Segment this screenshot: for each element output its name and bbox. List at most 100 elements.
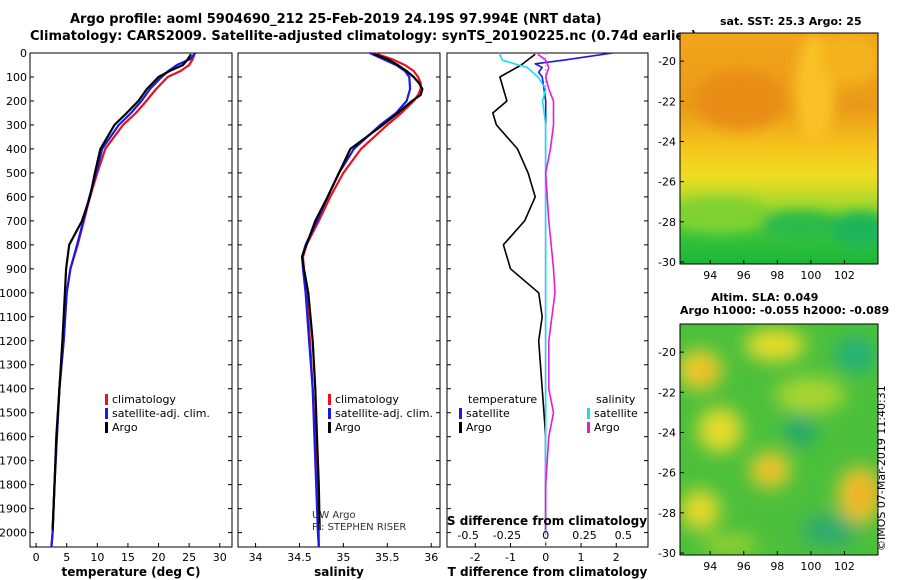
diff-legend-temperature-swatch bbox=[459, 422, 462, 433]
depth-tick-label: 800 bbox=[6, 239, 27, 252]
sst-map-title: sat. SST: 25.3 Argo: 25 bbox=[720, 15, 862, 28]
temperature-legend-swatch bbox=[105, 408, 108, 419]
depth-tick-label: 400 bbox=[6, 143, 27, 156]
map-lon-label: 100 bbox=[800, 560, 821, 573]
differences-series-salinity-satellite bbox=[498, 52, 547, 533]
copyright-credit: ©IMOS 07-Mar-2019 11:40:31 bbox=[875, 385, 888, 551]
x-tick-label: 20 bbox=[152, 551, 166, 564]
salinity-legend-label: climatology bbox=[335, 393, 399, 406]
map-lon-label: 96 bbox=[737, 269, 751, 282]
float-credit-line: UW Argo bbox=[312, 510, 356, 521]
salinity-legend-label: Argo bbox=[335, 421, 361, 434]
map-lon-label: 102 bbox=[834, 269, 855, 282]
s-difference-tick-label: -0.25 bbox=[493, 529, 521, 542]
map-lat-label: -30 bbox=[658, 256, 676, 269]
figure-title-line-1: Argo profile: aoml 5904690_212 25-Feb-20… bbox=[70, 12, 602, 27]
temperature-legend-swatch bbox=[105, 394, 108, 405]
temperature-legend-label: Argo bbox=[112, 421, 138, 434]
differences-x-axis-label: T difference from climatology bbox=[448, 565, 648, 579]
map-lon-label: 98 bbox=[770, 560, 784, 573]
sla-map-title-line-1: Altim. SLA: 0.049 bbox=[711, 291, 819, 304]
depth-tick-label: 2000 bbox=[0, 527, 27, 540]
temperature-legend-label: climatology bbox=[112, 393, 176, 406]
s-difference-tick-label: 0.25 bbox=[572, 529, 597, 542]
x-tick-label: 1 bbox=[578, 551, 585, 564]
x-tick-label: 25 bbox=[182, 551, 196, 564]
diff-legend-temperature-title: temperature bbox=[468, 393, 537, 406]
map-lon-label: 100 bbox=[800, 269, 821, 282]
differences-series-temperature-argo bbox=[492, 53, 547, 531]
map-lat-label: -28 bbox=[658, 507, 676, 520]
s-difference-tick-label: 0.5 bbox=[615, 529, 633, 542]
depth-tick-label: 500 bbox=[6, 167, 27, 180]
temperature-series-argo bbox=[51, 53, 192, 531]
x-tick-label: 15 bbox=[121, 551, 135, 564]
map-lon-label: 98 bbox=[770, 269, 784, 282]
map-lon-label: 94 bbox=[703, 560, 717, 573]
map-lat-label: -20 bbox=[658, 55, 676, 68]
map-lat-label: -26 bbox=[658, 176, 676, 189]
diff-legend-salinity-title: salinity bbox=[596, 393, 636, 406]
temperature-legend-label: satellite-adj. clim. bbox=[112, 407, 210, 420]
differences-plot-frame bbox=[446, 52, 649, 548]
x-tick-label: -1 bbox=[505, 551, 516, 564]
salinity-plot-frame bbox=[237, 52, 441, 548]
depth-tick-label: 1000 bbox=[0, 287, 27, 300]
diff-legend-temperature-label: satellite bbox=[466, 407, 510, 420]
depth-tick-label: 600 bbox=[6, 191, 27, 204]
x-tick-label: 35.5 bbox=[375, 551, 400, 564]
depth-tick-label: 1500 bbox=[0, 407, 27, 420]
diff-legend-salinity-swatch bbox=[587, 422, 590, 433]
temperature-plot-frame bbox=[29, 52, 233, 548]
x-tick-label: 34 bbox=[249, 551, 263, 564]
figure-title-line-2: Climatology: CARS2009. Satellite-adjuste… bbox=[30, 29, 697, 44]
x-tick-label: 5 bbox=[63, 551, 70, 564]
map-lon-label: 94 bbox=[703, 269, 717, 282]
map-lon-label: 96 bbox=[737, 560, 751, 573]
x-tick-label: 0 bbox=[542, 551, 549, 564]
diff-legend-salinity-label: satellite bbox=[594, 407, 638, 420]
map-lat-label: -24 bbox=[658, 426, 676, 439]
salinity-panel: 34 34.5 35 35.5 36 salinity climatologysatelli… bbox=[237, 51, 441, 579]
map-lat-label: -22 bbox=[658, 95, 676, 108]
x-tick-label: 35 bbox=[336, 551, 350, 564]
sla-map-title-line-2: Argo h1000: -0.055 h2000: -0.089 bbox=[680, 304, 890, 317]
s-difference-axis-label: S difference from climatology bbox=[447, 514, 647, 528]
sst-map: -20 -22 -24 -26 -28 -30 94 96 98 100 102 bbox=[658, 32, 879, 282]
depth-tick-label: 1100 bbox=[0, 311, 27, 324]
map-lat-label: -22 bbox=[658, 386, 676, 399]
map-lat-label: -28 bbox=[658, 216, 676, 229]
depth-tick-label: 300 bbox=[6, 119, 27, 132]
depth-tick-label: 1300 bbox=[0, 359, 27, 372]
depth-tick-label: 1900 bbox=[0, 503, 27, 516]
depth-tick-label: 1800 bbox=[0, 479, 27, 492]
x-tick-label: 34.5 bbox=[287, 551, 312, 564]
salinity-legend-label: satellite-adj. clim. bbox=[335, 407, 433, 420]
map-lon-label: 102 bbox=[834, 560, 855, 573]
salinity-legend-swatch bbox=[328, 394, 331, 405]
depth-tick-label: 200 bbox=[6, 95, 27, 108]
x-tick-label: 2 bbox=[613, 551, 620, 564]
sla-map-axes: -20 -22 -24 -26 -28 -30 94 96 98 100 102 bbox=[658, 346, 855, 573]
diff-legend-temperature-swatch bbox=[459, 408, 462, 419]
depth-tick-label: 1400 bbox=[0, 383, 27, 396]
depth-tick-label: 1700 bbox=[0, 455, 27, 468]
salinity-legend-swatch bbox=[328, 422, 331, 433]
temperature-x-axis-label: temperature (deg C) bbox=[62, 565, 201, 579]
diff-legend-temperature-label: Argo bbox=[466, 421, 492, 434]
map-lat-label: -24 bbox=[658, 135, 676, 148]
salinity-series-argo bbox=[301, 53, 424, 531]
map-lat-label: -26 bbox=[658, 467, 676, 480]
difference-panel: -2 -1 0 1 2T difference from climatology temp… bbox=[446, 52, 649, 579]
salinity-legend-swatch bbox=[328, 408, 331, 419]
depth-tick-label: 900 bbox=[6, 263, 27, 276]
depth-tick-label: 1200 bbox=[0, 335, 27, 348]
x-tick-label: 30 bbox=[213, 551, 227, 564]
x-tick-label: 10 bbox=[90, 551, 104, 564]
depth-tick-label: 0 bbox=[20, 47, 27, 60]
sla-map-frame bbox=[679, 323, 879, 556]
map-lat-label: -20 bbox=[658, 346, 676, 359]
x-tick-label: 36 bbox=[424, 551, 438, 564]
diff-legend-salinity-label: Argo bbox=[594, 421, 620, 434]
